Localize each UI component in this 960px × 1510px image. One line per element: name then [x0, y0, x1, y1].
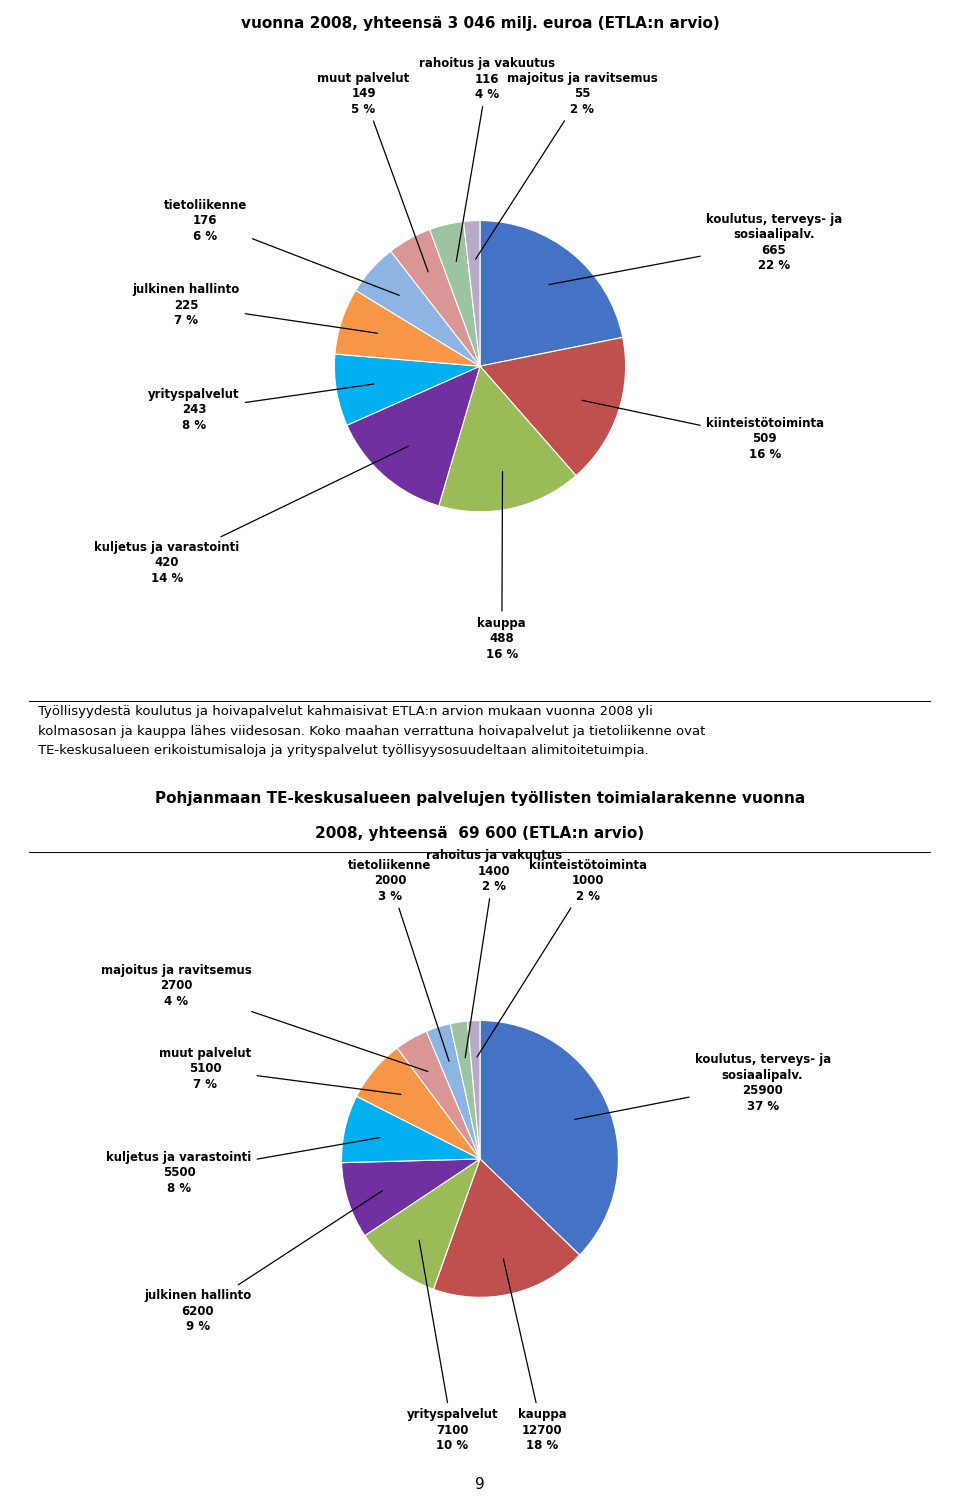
Text: koulutus, terveys- ja
sosiaalipalv.
25900
37 %: koulutus, terveys- ja sosiaalipalv. 2590…: [574, 1052, 830, 1119]
Wedge shape: [356, 251, 480, 365]
Text: majoitus ja ravitsemus
2700
4 %: majoitus ja ravitsemus 2700 4 %: [101, 963, 428, 1072]
Wedge shape: [480, 337, 626, 476]
Wedge shape: [434, 1160, 580, 1297]
Wedge shape: [365, 1160, 480, 1290]
Wedge shape: [342, 1160, 480, 1235]
Text: koulutus, terveys- ja
sosiaalipalv.
665
22 %: koulutus, terveys- ja sosiaalipalv. 665 …: [549, 213, 842, 284]
Text: julkinen hallinto
225
7 %: julkinen hallinto 225 7 %: [132, 282, 377, 334]
Text: vuonna 2008, yhteensä 3 046 milj. euroa (ETLA:n arvio): vuonna 2008, yhteensä 3 046 milj. euroa …: [241, 17, 719, 32]
Text: Työllisyydestä koulutus ja hoivapalvelut kahmaisivat ETLA:n arvion mukaan vuonna: Työllisyydestä koulutus ja hoivapalvelut…: [38, 705, 706, 757]
Text: muut palvelut
149
5 %: muut palvelut 149 5 %: [318, 72, 428, 272]
Text: kauppa
488
16 %: kauppa 488 16 %: [477, 471, 526, 660]
Text: tietoliikenne
176
6 %: tietoliikenne 176 6 %: [163, 199, 399, 296]
Text: majoitus ja ravitsemus
55
2 %: majoitus ja ravitsemus 55 2 %: [475, 72, 658, 260]
Text: muut palvelut
5100
7 %: muut palvelut 5100 7 %: [159, 1046, 401, 1095]
Wedge shape: [356, 1048, 480, 1160]
Wedge shape: [430, 222, 480, 365]
Text: tietoliikenne
2000
3 %: tietoliikenne 2000 3 %: [348, 859, 449, 1062]
Text: julkinen hallinto
6200
9 %: julkinen hallinto 6200 9 %: [144, 1190, 383, 1333]
Wedge shape: [397, 1031, 480, 1160]
Wedge shape: [342, 1096, 480, 1163]
Text: kiinteistötoiminta
1000
2 %: kiinteistötoiminta 1000 2 %: [477, 859, 647, 1057]
Text: kuljetus ja varastointi
420
14 %: kuljetus ja varastointi 420 14 %: [94, 447, 408, 584]
Text: yrityspalvelut
7100
10 %: yrityspalvelut 7100 10 %: [406, 1240, 498, 1453]
Wedge shape: [426, 1024, 480, 1160]
Wedge shape: [450, 1021, 480, 1160]
Wedge shape: [347, 365, 480, 506]
Text: kuljetus ja varastointi
5500
8 %: kuljetus ja varastointi 5500 8 %: [107, 1137, 380, 1194]
Wedge shape: [335, 290, 480, 365]
Text: kiinteistötoiminta
509
16 %: kiinteistötoiminta 509 16 %: [582, 400, 824, 461]
Text: rahoitus ja vakuutus
116
4 %: rahoitus ja vakuutus 116 4 %: [420, 57, 555, 261]
Wedge shape: [334, 353, 480, 426]
Text: Pohjanmaan TE-keskusalueen palvelujen työllisten toimialarakenne vuonna: Pohjanmaan TE-keskusalueen palvelujen ty…: [155, 791, 805, 806]
Text: rahoitus ja vakuutus
1400
2 %: rahoitus ja vakuutus 1400 2 %: [426, 849, 562, 1057]
Wedge shape: [464, 220, 480, 365]
Wedge shape: [391, 230, 480, 365]
Text: 2008, yhteensä  69 600 (ETLA:n arvio): 2008, yhteensä 69 600 (ETLA:n arvio): [316, 826, 644, 841]
Wedge shape: [468, 1021, 480, 1160]
Wedge shape: [480, 1021, 618, 1255]
Text: yrityspalvelut
243
8 %: yrityspalvelut 243 8 %: [148, 384, 373, 432]
Text: kauppa
12700
18 %: kauppa 12700 18 %: [503, 1259, 566, 1453]
Text: 9: 9: [475, 1477, 485, 1492]
Wedge shape: [439, 365, 576, 512]
Wedge shape: [480, 220, 623, 365]
